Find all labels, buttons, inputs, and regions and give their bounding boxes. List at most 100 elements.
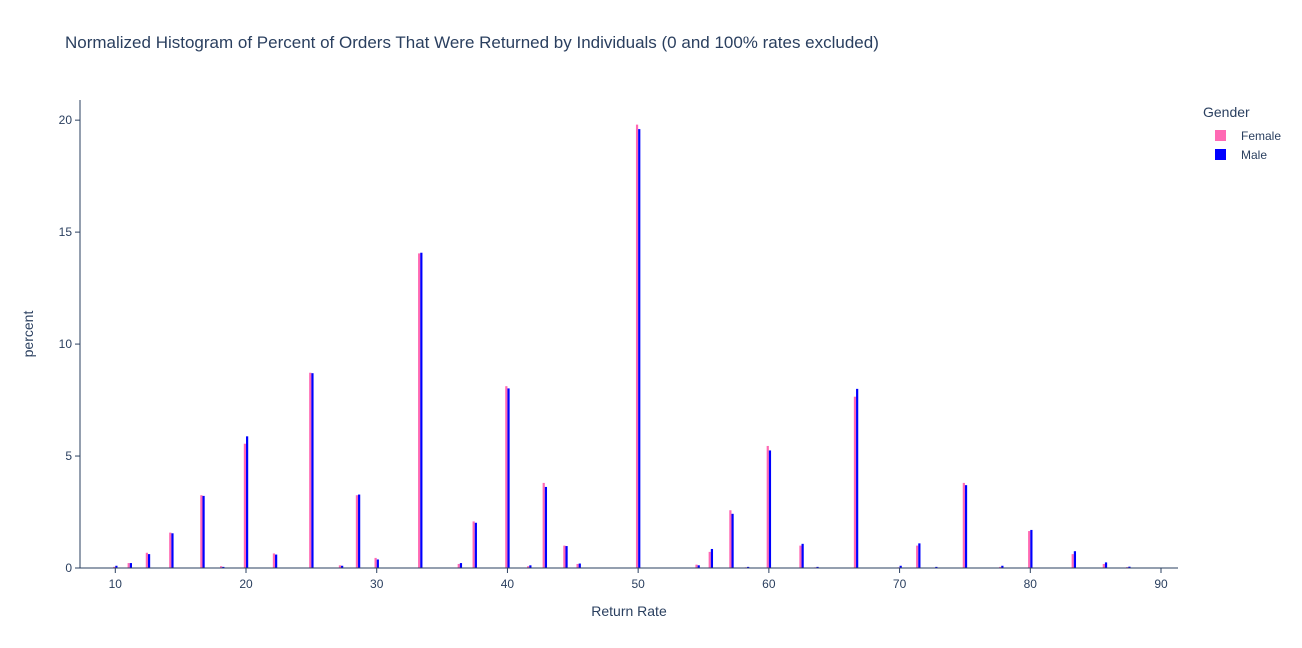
bar-female-17[interactable] bbox=[527, 566, 530, 568]
bar-male-38[interactable] bbox=[1128, 566, 1131, 568]
bar-male-19[interactable] bbox=[565, 546, 568, 568]
bar-male-17[interactable] bbox=[529, 565, 532, 568]
y-axis-label: percent bbox=[20, 311, 36, 358]
bar-male-24[interactable] bbox=[731, 513, 734, 568]
bar-female-26[interactable] bbox=[766, 445, 769, 568]
legend-item-female[interactable]: Female bbox=[1215, 126, 1281, 145]
bar-female-29[interactable] bbox=[853, 396, 857, 568]
legend-swatch-female bbox=[1215, 130, 1226, 141]
bar-female-37[interactable] bbox=[1102, 563, 1105, 568]
bar-female-24[interactable] bbox=[729, 510, 732, 568]
bar-male-22[interactable] bbox=[697, 565, 700, 568]
bar-male-29[interactable] bbox=[856, 388, 859, 568]
bar-male-4[interactable] bbox=[171, 533, 174, 568]
legend-label-female: Female bbox=[1241, 128, 1282, 143]
bar-male-25[interactable] bbox=[747, 566, 750, 568]
bar-male-14[interactable] bbox=[459, 563, 463, 568]
bar-male-35[interactable] bbox=[1030, 529, 1033, 568]
bar-male-23[interactable] bbox=[710, 548, 714, 568]
x-tick-label: 90 bbox=[1154, 577, 1168, 591]
y-tick-label: 5 bbox=[65, 449, 72, 463]
chart-title: Normalized Histogram of Percent of Order… bbox=[65, 33, 879, 52]
bar-female-11[interactable] bbox=[355, 495, 359, 568]
bar-male-18[interactable] bbox=[544, 486, 548, 568]
bar-female-2[interactable] bbox=[127, 563, 130, 568]
bar-male-34[interactable] bbox=[1001, 565, 1004, 568]
bar-male-5[interactable] bbox=[202, 495, 205, 568]
bar-female-13[interactable] bbox=[418, 253, 421, 568]
bar-female-4[interactable] bbox=[169, 532, 172, 568]
axes-layer: 10 20 30 40 50 60 70 80 90 0 5 10 15 20 bbox=[59, 100, 1178, 591]
bar-female-34[interactable] bbox=[999, 566, 1002, 568]
legend-swatch-male bbox=[1215, 149, 1226, 160]
bar-male-3[interactable] bbox=[147, 554, 151, 568]
bar-male-9[interactable] bbox=[311, 373, 314, 568]
bar-female-23[interactable] bbox=[708, 551, 711, 568]
bar-female-35[interactable] bbox=[1028, 531, 1031, 568]
bar-male-6[interactable] bbox=[222, 566, 225, 568]
x-tick-label: 70 bbox=[893, 577, 907, 591]
bar-female-31[interactable] bbox=[916, 545, 919, 568]
bar-male-11[interactable] bbox=[358, 494, 361, 568]
bar-female-22[interactable] bbox=[695, 564, 698, 568]
bar-female-12[interactable] bbox=[374, 557, 377, 568]
bar-female-5[interactable] bbox=[200, 495, 203, 568]
x-tick-label: 40 bbox=[501, 577, 515, 591]
bars-layer bbox=[101, 124, 1149, 569]
bar-male-26[interactable] bbox=[768, 450, 772, 568]
bar-female-16[interactable] bbox=[505, 386, 508, 568]
x-tick-label: 50 bbox=[631, 577, 645, 591]
bar-female-3[interactable] bbox=[145, 552, 148, 568]
bar-female-8[interactable] bbox=[272, 553, 276, 568]
bar-female-6[interactable] bbox=[220, 566, 223, 568]
bar-male-7[interactable] bbox=[246, 436, 249, 568]
bar-male-21[interactable] bbox=[638, 129, 641, 569]
x-axis-label: Return Rate bbox=[591, 603, 667, 619]
legend-item-male[interactable]: Male bbox=[1215, 145, 1281, 164]
bar-male-33[interactable] bbox=[964, 485, 968, 568]
bar-female-10[interactable] bbox=[338, 565, 342, 568]
legend: Gender Female Male bbox=[1203, 104, 1281, 164]
legend-label-male: Male bbox=[1241, 147, 1268, 162]
bar-male-2[interactable] bbox=[129, 563, 132, 568]
bar-female-19[interactable] bbox=[563, 545, 566, 568]
bar-male-13[interactable] bbox=[420, 252, 423, 568]
bar-male-37[interactable] bbox=[1104, 562, 1108, 568]
bar-male-27[interactable] bbox=[801, 543, 804, 568]
y-tick-label: 15 bbox=[59, 225, 73, 239]
bar-female-27[interactable] bbox=[799, 545, 802, 568]
bar-female-18[interactable] bbox=[542, 482, 545, 568]
x-tick-label: 10 bbox=[109, 577, 123, 591]
bar-male-8[interactable] bbox=[275, 554, 278, 568]
bar-male-16[interactable] bbox=[507, 388, 510, 568]
x-tick-label: 30 bbox=[370, 577, 384, 591]
y-tick-label: 20 bbox=[59, 113, 73, 127]
bar-female-14[interactable] bbox=[457, 563, 460, 568]
bar-male-20[interactable] bbox=[578, 563, 581, 568]
bar-male-28[interactable] bbox=[816, 566, 819, 568]
bar-female-33[interactable] bbox=[962, 482, 965, 568]
y-tick-label: 10 bbox=[59, 337, 73, 351]
x-tick-label: 80 bbox=[1024, 577, 1038, 591]
bar-male-1[interactable] bbox=[115, 565, 118, 568]
bar-male-12[interactable] bbox=[376, 559, 379, 568]
bar-male-31[interactable] bbox=[918, 543, 921, 568]
x-tick-label: 60 bbox=[762, 577, 776, 591]
bar-female-36[interactable] bbox=[1071, 554, 1074, 568]
bar-male-10[interactable] bbox=[341, 565, 344, 568]
legend-title: Gender bbox=[1203, 104, 1250, 120]
bar-male-30[interactable] bbox=[899, 565, 902, 568]
bar-female-7[interactable] bbox=[243, 443, 247, 568]
bar-female-20[interactable] bbox=[576, 563, 579, 568]
bar-male-15[interactable] bbox=[474, 522, 477, 568]
y-tick-label: 0 bbox=[65, 561, 72, 575]
x-tick-label: 20 bbox=[239, 577, 253, 591]
bar-female-15[interactable] bbox=[472, 521, 475, 568]
bar-male-32[interactable] bbox=[935, 566, 938, 568]
bar-female-21[interactable] bbox=[635, 124, 639, 568]
bar-female-1[interactable] bbox=[113, 566, 116, 568]
bar-female-9[interactable] bbox=[309, 372, 312, 568]
bar-male-36[interactable] bbox=[1073, 551, 1077, 568]
